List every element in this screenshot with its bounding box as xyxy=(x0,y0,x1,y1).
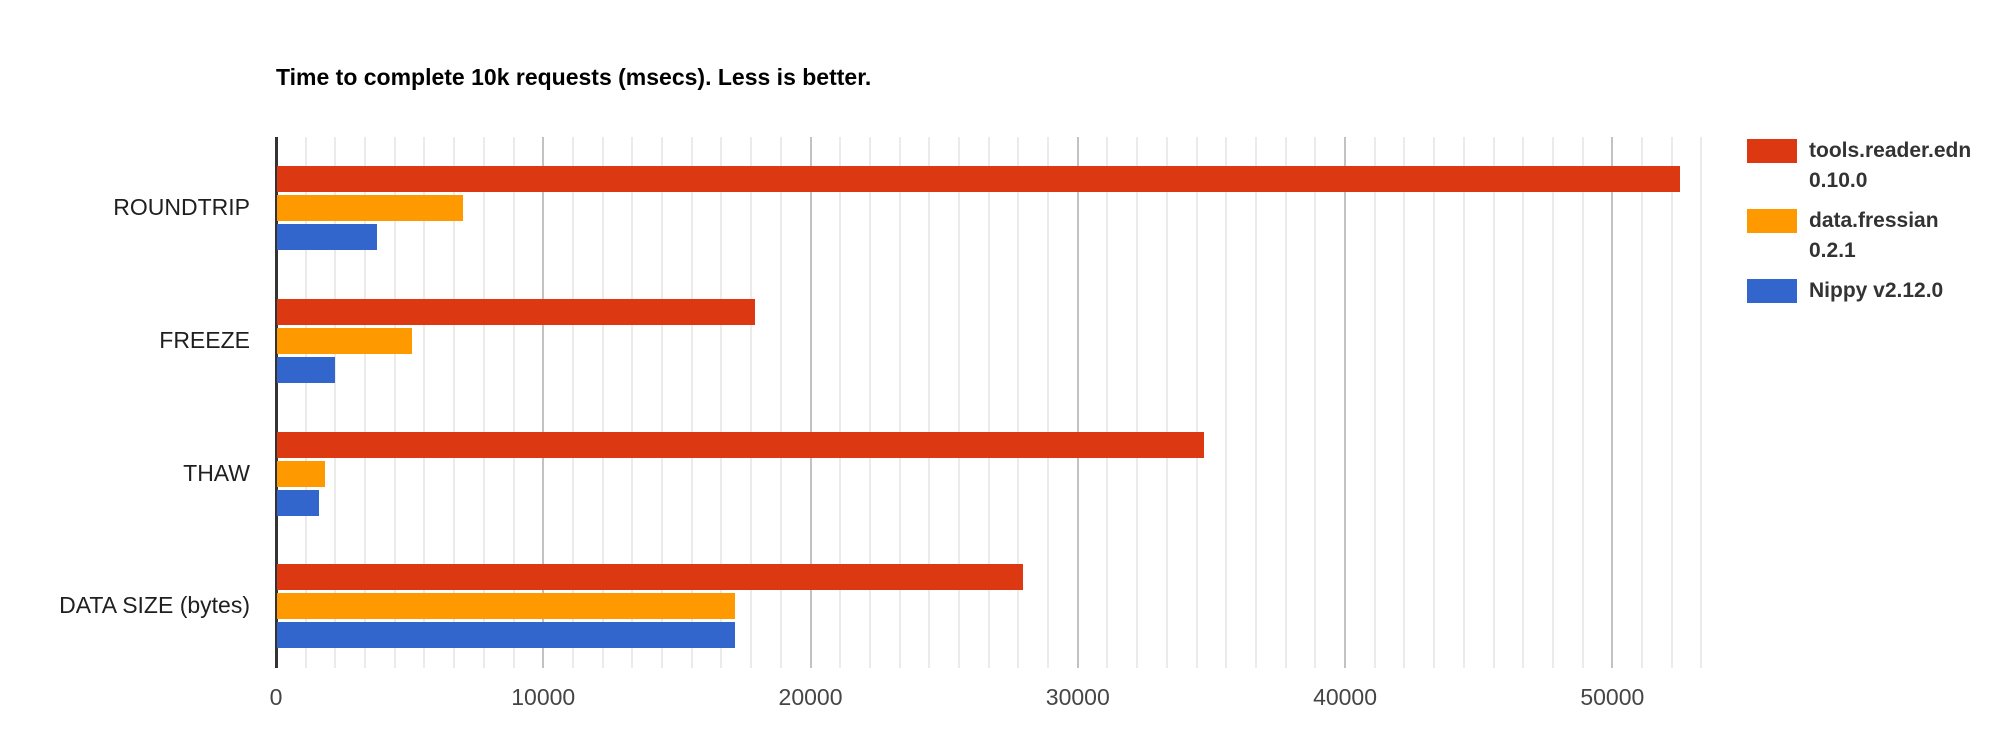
minor-gridline xyxy=(304,137,307,668)
major-gridline xyxy=(1344,137,1347,668)
bar-freeze-series-2[interactable] xyxy=(277,356,335,383)
x-tick-label: 20000 xyxy=(778,684,843,710)
bar-thaw-series-0[interactable] xyxy=(277,431,1204,458)
minor-gridline xyxy=(1551,137,1554,668)
minor-gridline xyxy=(898,137,901,668)
x-axis-baseline xyxy=(275,137,278,668)
legend-label: tools.reader.edn 0.10.0 xyxy=(1809,139,1972,192)
minor-gridline xyxy=(482,137,485,668)
minor-gridline xyxy=(393,137,396,668)
minor-gridline xyxy=(1254,137,1257,668)
minor-gridline xyxy=(987,137,990,668)
bar-data-size-bytes-series-0[interactable] xyxy=(277,564,1023,591)
minor-gridline xyxy=(690,137,693,668)
x-tick-label: 50000 xyxy=(1580,684,1645,710)
minor-gridline xyxy=(1136,137,1139,668)
minor-gridline xyxy=(1581,137,1584,668)
legend-swatch-icon xyxy=(1747,209,1797,233)
bar-freeze-series-1[interactable] xyxy=(277,327,412,354)
bar-roundtrip-series-2[interactable] xyxy=(277,224,377,250)
legend-item-0: tools.reader.edn 0.10.0 xyxy=(1747,136,2005,196)
chart-title: Time to complete 10k requests (msecs). L… xyxy=(276,64,872,90)
legend-swatch-icon xyxy=(1747,139,1797,163)
minor-gridline xyxy=(868,137,871,668)
minor-gridline xyxy=(1047,137,1050,668)
minor-gridline xyxy=(571,137,574,668)
minor-gridline xyxy=(512,137,515,668)
category-label: THAW xyxy=(183,459,250,486)
minor-gridline xyxy=(601,137,604,668)
legend-item-1: data.fressian 0.2.1 xyxy=(1747,206,2005,266)
legend-swatch-icon xyxy=(1747,279,1797,303)
minor-gridline xyxy=(453,137,456,668)
legend: tools.reader.edn 0.10.0 data.fressian 0.2.1… xyxy=(1747,136,2005,316)
minor-gridline xyxy=(750,137,753,668)
minor-gridline xyxy=(1106,137,1109,668)
minor-gridline xyxy=(958,137,960,668)
bar-roundtrip-series-1[interactable] xyxy=(277,195,463,221)
category-label: DATA SIZE (bytes) xyxy=(59,592,250,619)
minor-gridline xyxy=(720,137,723,668)
minor-gridline xyxy=(631,137,634,668)
x-tick-label: 0 xyxy=(269,684,283,710)
minor-gridline xyxy=(1522,137,1525,668)
x-tick-label: 40000 xyxy=(1313,684,1378,710)
minor-gridline xyxy=(1492,137,1495,668)
minor-gridline xyxy=(661,137,664,668)
minor-gridline xyxy=(1373,137,1376,668)
minor-gridline xyxy=(928,137,931,668)
minor-gridline xyxy=(1017,137,1020,668)
minor-gridline xyxy=(1195,137,1198,668)
minor-gridline xyxy=(334,137,337,668)
legend-label: Nippy v2.12.0 xyxy=(1809,279,1944,302)
minor-gridline xyxy=(1284,137,1287,668)
minor-gridline xyxy=(1700,137,1703,668)
minor-gridline xyxy=(364,137,367,668)
minor-gridline xyxy=(1403,137,1406,668)
bar-thaw-series-2[interactable] xyxy=(277,489,319,516)
major-gridline xyxy=(1076,137,1079,668)
major-gridline xyxy=(542,137,545,668)
minor-gridline xyxy=(1462,137,1465,668)
minor-gridline xyxy=(423,137,426,668)
x-tick-label: 10000 xyxy=(511,684,576,710)
minor-gridline xyxy=(1314,137,1317,668)
minor-gridline xyxy=(839,137,842,668)
minor-gridline xyxy=(1165,137,1168,668)
category-label: FREEZE xyxy=(159,326,250,353)
x-tick-label: 30000 xyxy=(1045,684,1110,710)
legend-item-2: Nippy v2.12.0 xyxy=(1747,276,2005,306)
minor-gridline xyxy=(1670,137,1673,668)
bar-data-size-bytes-series-1[interactable] xyxy=(277,593,735,620)
bar-thaw-series-1[interactable] xyxy=(277,460,325,487)
minor-gridline xyxy=(1433,137,1436,668)
category-label: ROUNDTRIP xyxy=(113,194,250,220)
bar-roundtrip-series-0[interactable] xyxy=(277,166,1680,192)
major-gridline xyxy=(809,137,812,668)
minor-gridline xyxy=(779,137,782,668)
major-gridline xyxy=(1611,137,1614,668)
bar-freeze-series-0[interactable] xyxy=(277,298,755,325)
minor-gridline xyxy=(1225,137,1228,668)
legend-label: data.fressian 0.2.1 xyxy=(1809,209,1939,262)
minor-gridline xyxy=(1641,137,1644,668)
bar-data-size-bytes-series-2[interactable] xyxy=(277,622,735,649)
